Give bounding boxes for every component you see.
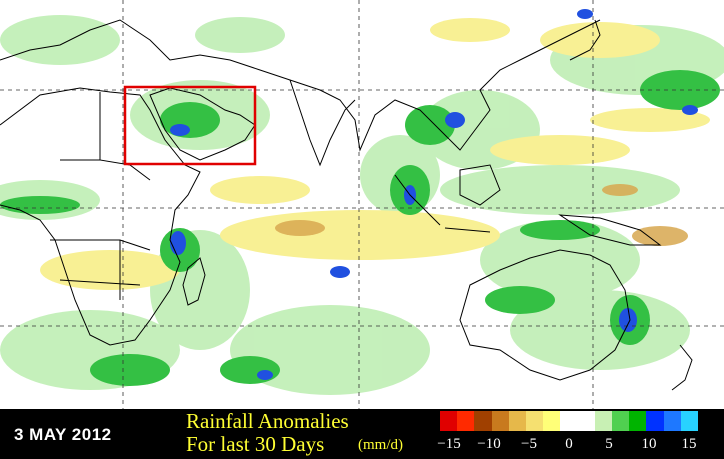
colorbar-swatch: [629, 411, 647, 431]
colorbar-tick-label: 5: [605, 436, 613, 452]
colorbar-swatch: [646, 411, 664, 431]
date-label: 3 MAY 2012: [14, 425, 112, 444]
colorbar-tick-label: −5: [521, 436, 537, 452]
colorbar-tick-label: 15: [681, 436, 697, 452]
colorbar: [440, 411, 699, 431]
colorbar-swatch: [612, 411, 630, 431]
colorbar-swatch: [508, 411, 527, 431]
colorbar-tick-label: 0: [565, 436, 573, 452]
colorbar-swatch: [680, 411, 699, 431]
colorbar-swatch: [440, 411, 458, 431]
dry-anomaly: [275, 184, 688, 246]
colorbar-tick-label: −10: [477, 436, 501, 452]
title-line-2: For last 30 Days: [186, 432, 325, 456]
colorbar-swatch: [491, 411, 509, 431]
colorbar-swatch: [560, 411, 578, 431]
colorbar-swatch: [474, 411, 492, 431]
title-line-1: Rainfall Anomalies: [186, 409, 349, 433]
colorbar-swatch: [577, 411, 595, 431]
coastlines: [0, 19, 693, 391]
graticule: [0, 0, 724, 409]
colorbar-swatch: [457, 411, 475, 431]
highlight-box: [123, 85, 257, 166]
colorbar-tick-label: −15: [437, 436, 461, 452]
colorbar-swatch: [526, 411, 544, 431]
colorbar-swatch: [543, 411, 561, 431]
unit-label: (mm/d): [358, 437, 403, 453]
rainfall-anomaly-map: [0, 0, 724, 409]
colorbar-tick-label: 10: [641, 436, 657, 452]
colorbar-swatch: [594, 411, 613, 431]
colorbar-swatch: [663, 411, 681, 431]
